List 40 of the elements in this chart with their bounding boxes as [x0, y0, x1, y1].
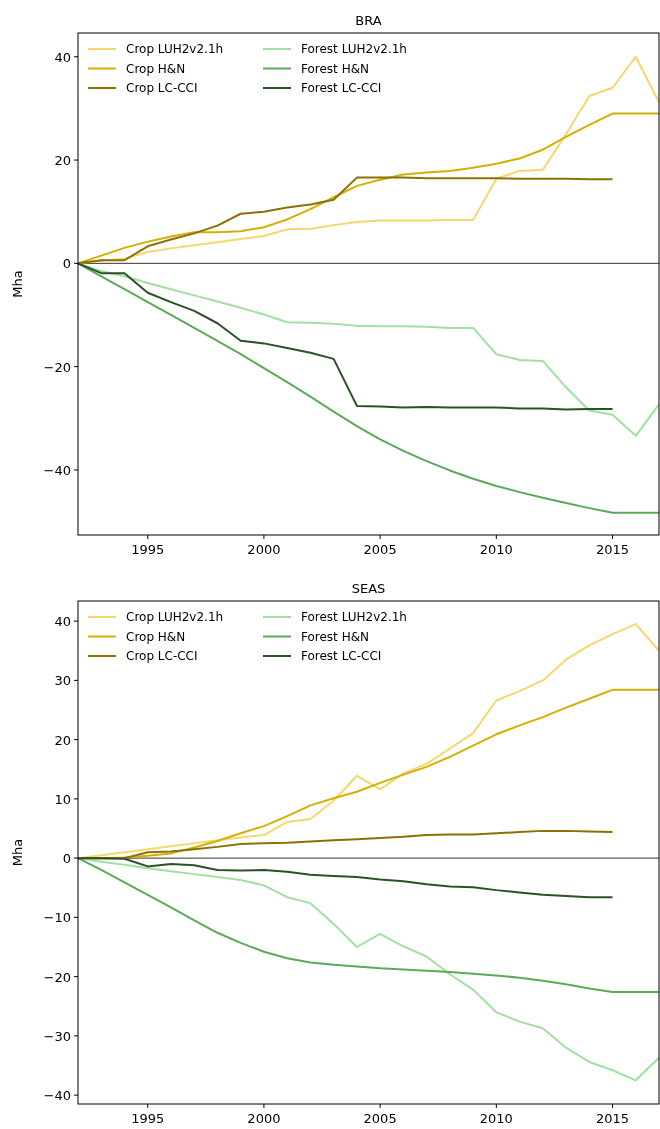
legend-label: Forest LC-CCI	[301, 81, 382, 95]
y-tick-label: 0	[62, 256, 71, 272]
legend-label: Forest H&N	[301, 61, 369, 76]
x-tick-label: 1995	[131, 1111, 165, 1126]
legend-label: Forest LUH2v2.1h	[301, 610, 407, 624]
legend-label: Crop H&N	[126, 61, 186, 76]
y-tick-label: −40	[43, 462, 71, 478]
y-tick-label: −10	[43, 910, 71, 926]
legend-label: Crop LUH2v2.1h	[126, 42, 224, 56]
y-tick-label: 0	[62, 851, 71, 867]
legend-label: Crop H&N	[126, 629, 186, 644]
x-tick-label: 1995	[131, 542, 165, 557]
x-tick-label: 2005	[363, 542, 397, 557]
y-tick-label: −20	[43, 969, 71, 985]
y-axis-title: Mha	[10, 838, 25, 867]
chart-title: BRA	[355, 13, 382, 28]
y-tick-label: −20	[43, 359, 71, 375]
y-tick-label: 20	[54, 153, 71, 169]
y-tick-label: 20	[54, 732, 71, 748]
legend-label: Forest H&N	[301, 629, 369, 644]
legend-label: Crop LC-CCI	[126, 81, 198, 95]
y-tick-label: 40	[54, 614, 71, 630]
y-tick-label: −40	[43, 1088, 71, 1104]
chart-title: SEAS	[351, 581, 386, 596]
y-tick-label: 10	[54, 791, 71, 807]
y-tick-label: 40	[54, 49, 71, 65]
x-tick-label: 2000	[247, 542, 281, 557]
legend-label: Forest LC-CCI	[301, 649, 382, 663]
x-tick-label: 2000	[247, 1111, 281, 1126]
y-tick-label: −30	[43, 1028, 71, 1044]
y-axis-title: Mha	[10, 270, 25, 298]
x-tick-label: 2010	[479, 542, 513, 557]
x-tick-label: 2015	[595, 542, 630, 557]
y-tick-label: 30	[54, 673, 71, 689]
legend-label: Forest LUH2v2.1h	[301, 42, 407, 56]
x-tick-label: 2010	[479, 1111, 513, 1126]
x-tick-label: 2015	[595, 1111, 630, 1126]
legend-label: Crop LC-CCI	[126, 649, 198, 663]
x-tick-label: 2005	[363, 1111, 397, 1126]
legend-label: Crop LUH2v2.1h	[126, 610, 224, 624]
